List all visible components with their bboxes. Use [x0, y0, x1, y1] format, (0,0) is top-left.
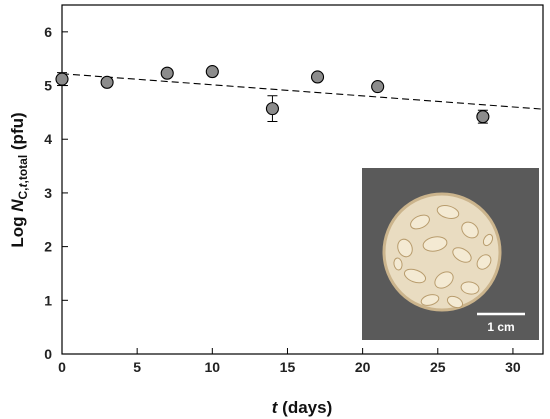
x-tick-label: 20 [355, 359, 371, 375]
x-tick-label: 10 [205, 359, 221, 375]
plot-frame [61, 4, 544, 355]
data-point [205, 65, 219, 79]
data-point [265, 102, 279, 116]
x-tick-label: 25 [430, 359, 446, 375]
scale-bar-label: 1 cm [487, 320, 514, 334]
y-tick-label: 5 [44, 78, 52, 94]
x-tick-label: 30 [505, 359, 521, 375]
data-point [55, 72, 69, 86]
inset-photo: 1 cm [362, 168, 539, 340]
y-tick-label: 6 [44, 24, 52, 40]
x-axis-title-variable: t [272, 398, 279, 417]
y-axis-title-sub-c: C, [16, 187, 30, 199]
data-point [371, 80, 385, 94]
trend-line [61, 73, 544, 110]
y-axis: 0 1 2 3 4 5 6 [44, 24, 68, 362]
y-axis-title-sub-t: t [16, 182, 30, 187]
y-axis-title: Log NC,t,total (pfu) [8, 112, 30, 247]
data-point [476, 110, 490, 124]
x-tick-label: 5 [133, 359, 141, 375]
y-axis-title-prefix: Log [8, 212, 27, 248]
x-axis-title-unit: (days) [277, 398, 332, 417]
y-axis-title-unit: (pfu) [8, 112, 27, 154]
y-tick-label: 2 [44, 239, 52, 255]
x-tick-label: 15 [280, 359, 296, 375]
x-axis-title: t (days) [272, 398, 332, 417]
y-axis-title-variable: N [8, 199, 27, 212]
y-tick-label: 4 [44, 131, 52, 147]
trend-layer [61, 73, 544, 110]
data-point [160, 66, 174, 80]
oat-cluster-image [382, 192, 502, 312]
point-layer [55, 65, 490, 124]
y-axis-title-sub-total: ,total [16, 155, 30, 184]
y-tick-label: 1 [44, 292, 52, 308]
data-point [100, 75, 114, 89]
x-axis: 0 5 10 15 20 25 30 [58, 348, 521, 375]
x-tick-label: 0 [58, 359, 66, 375]
y-tick-label: 0 [44, 346, 52, 362]
data-point [310, 70, 325, 84]
y-tick-label: 3 [44, 185, 52, 201]
